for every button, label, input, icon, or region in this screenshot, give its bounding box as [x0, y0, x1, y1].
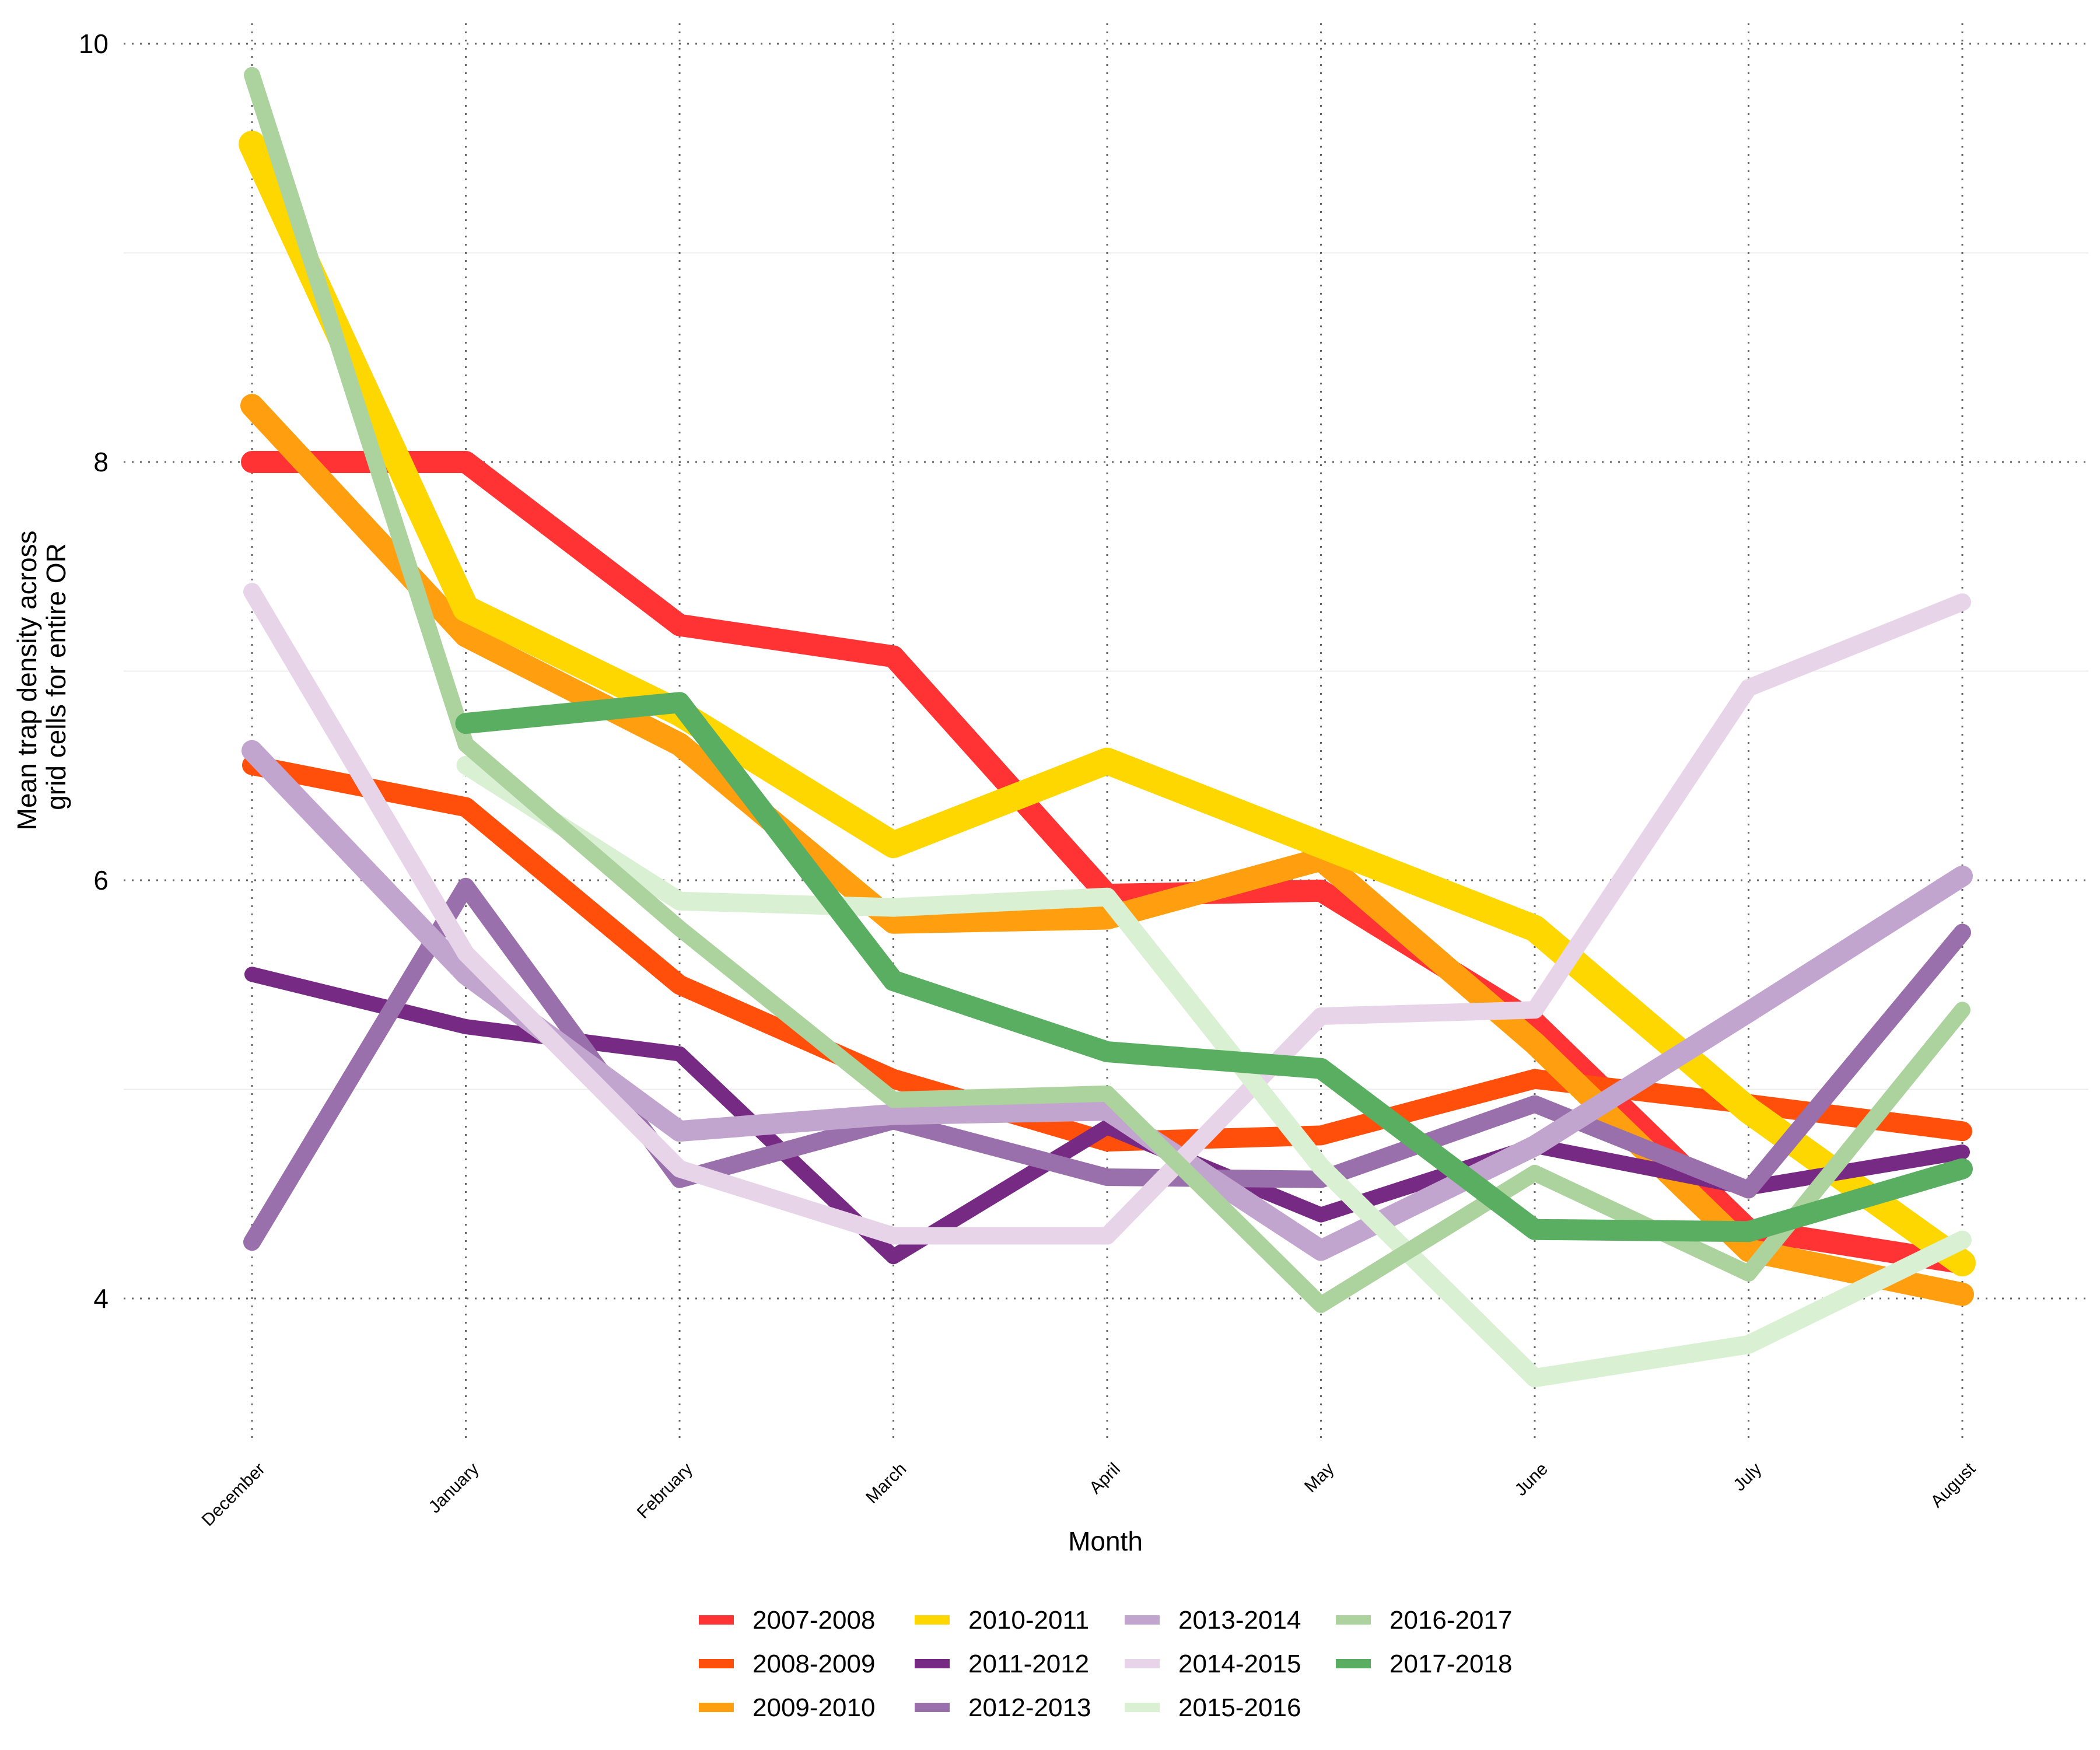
legend-label-2012-2013: 2012-2013 — [968, 1693, 1091, 1722]
series-line-2017-2018 — [455, 692, 1973, 1242]
legend-label-2007-2008: 2007-2008 — [752, 1606, 875, 1634]
legend-label-2015-2016: 2015-2016 — [1178, 1693, 1301, 1722]
series-line-2014-2015 — [243, 583, 1971, 1245]
y-axis-title-line-2: grid cells for entire OR — [41, 543, 71, 810]
y-tick-label: 4 — [93, 1283, 108, 1314]
series-line-2012-2013 — [243, 877, 1971, 1251]
legend-label-2013-2014: 2013-2014 — [1178, 1606, 1301, 1634]
legend-label-2010-2011: 2010-2011 — [968, 1606, 1089, 1634]
y-axis-title-line-1: Mean trap density across — [12, 530, 42, 830]
y-tick-label: 8 — [93, 447, 108, 477]
y-tick-label: 6 — [93, 865, 108, 895]
legend: 2007-2008 2008-2009 2009-2010 2010-2011 2011… — [699, 1606, 1512, 1722]
x-axis-title: Month — [1068, 1526, 1143, 1556]
data-series-lines — [239, 66, 1976, 1388]
series-line-2008-2009 — [242, 755, 1972, 1152]
y-axis-title: Mean trap density across grid cells for … — [12, 523, 71, 831]
legend-label-2014-2015: 2014-2015 — [1178, 1650, 1301, 1678]
legend-label-2016-2017: 2016-2017 — [1390, 1606, 1512, 1634]
legend-label-2009-2010: 2009-2010 — [752, 1693, 875, 1722]
y-tick-label: 10 — [79, 29, 108, 59]
y-axis-tick-labels: 4 6 8 10 — [79, 29, 108, 1314]
legend-label-2017-2018: 2017-2018 — [1390, 1650, 1512, 1678]
series-line-2015-2016 — [456, 755, 1972, 1388]
legend-label-2011-2012: 2011-2012 — [968, 1650, 1089, 1678]
legend-label-2008-2009: 2008-2009 — [752, 1650, 875, 1678]
